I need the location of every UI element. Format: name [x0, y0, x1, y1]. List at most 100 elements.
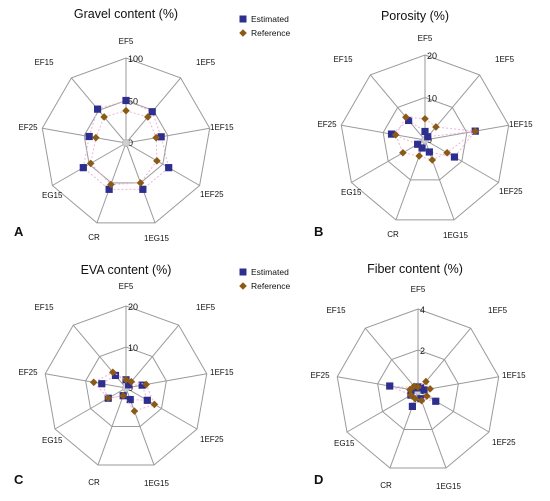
data-point-reference [92, 133, 100, 142]
axis-label-ef5: EF5 [418, 34, 433, 43]
data-point-reference [407, 391, 415, 399]
tick-label: 100 [128, 54, 143, 64]
grid-outer-ring [336, 308, 500, 469]
data-point-reference [399, 148, 407, 157]
legend: Estimated Reference [239, 267, 290, 291]
tick-label: 20 [128, 302, 138, 312]
spoke-1ef5 [125, 324, 180, 389]
data-point-reference [119, 391, 127, 400]
data-point-reference [391, 131, 400, 139]
data-point-estimated [105, 185, 113, 193]
tick-label: 50 [128, 97, 138, 107]
spoke-eg15 [346, 390, 419, 433]
data-point-estimated [432, 397, 440, 405]
spoke-ef15 [369, 74, 426, 141]
data-point-estimated [425, 148, 433, 156]
axis-label-eg15: EG15 [334, 439, 355, 448]
axis-label-1ef15: 1EF15 [502, 371, 526, 380]
data-point-reference [443, 148, 451, 157]
spoke-ef25 [45, 373, 127, 389]
data-point-reference [142, 380, 150, 389]
legend-marker-estimated [239, 15, 247, 23]
data-point-reference [109, 368, 117, 377]
axis-label-1eg15: 1EG15 [144, 234, 169, 243]
axis-label-ef25: EF25 [18, 368, 38, 377]
radar-panel-b: Porosity (%) EF5 1EF5 1EF15 1EF25 1EG15 CR EG15… [314, 9, 533, 240]
spoke-1ef25 [125, 387, 198, 430]
axis-label-ef25: EF25 [310, 371, 330, 380]
spoke-ef25 [42, 127, 127, 144]
axis-label-eg15: EG15 [42, 436, 63, 445]
axis-label-ef5: EF5 [119, 37, 134, 46]
axis-label-ef5: EF5 [411, 285, 426, 294]
data-point-estimated [85, 132, 93, 141]
axis-label-1ef15: 1EF15 [509, 120, 533, 129]
tick-label: 0 [128, 138, 133, 148]
data-point-reference [152, 133, 160, 142]
axis-label-eg15: EG15 [341, 188, 362, 197]
axis-label-1ef5: 1EF5 [196, 303, 216, 312]
series-line-estimated [82, 99, 170, 190]
axis-label-cr: CR [380, 481, 392, 490]
data-point-reference [421, 114, 429, 123]
spoke-1ef15 [125, 127, 210, 144]
legend-label-reference: Reference [251, 281, 290, 291]
axis-label-1ef25: 1EF25 [499, 187, 523, 196]
spoke-ef15 [364, 327, 419, 392]
data-point-estimated [418, 144, 426, 152]
data-point-reference [136, 179, 145, 187]
spoke-1ef25 [424, 139, 499, 183]
data-point-reference [402, 113, 410, 122]
panel-title: Gravel content (%) [74, 7, 178, 21]
axis-label-1ef25: 1EF25 [492, 438, 516, 447]
data-point-reference [122, 106, 130, 115]
data-point-reference [410, 382, 418, 391]
data-point-estimated [420, 386, 428, 394]
spoke-cr [97, 387, 127, 466]
data-point-reference [104, 394, 113, 403]
axis-label-1ef25: 1EF25 [200, 190, 224, 199]
data-point-estimated [408, 402, 416, 411]
axis-label-ef15: EF15 [326, 306, 346, 315]
data-point-reference [153, 157, 161, 165]
axis-label-1ef5: 1EF5 [488, 306, 508, 315]
axis-label-1eg15: 1EG15 [436, 482, 461, 491]
center-marker [122, 139, 130, 147]
data-point-reference [130, 407, 139, 415]
legend-label-estimated: Estimated [251, 267, 289, 277]
radar-panel-a: Gravel content (%) EF5 1EF5 1EF15 1EF25 1EG15… [14, 7, 290, 243]
spoke-eg15 [351, 139, 426, 183]
data-point-reference [127, 377, 136, 386]
data-point-estimated [111, 371, 120, 380]
series-line-reference [90, 110, 158, 186]
series-line-reference [92, 371, 156, 412]
data-point-reference [471, 127, 480, 135]
panel-letter: B [314, 224, 323, 239]
data-point-estimated [98, 380, 106, 388]
spoke-1ef5 [424, 74, 481, 141]
legend: Estimated Reference [239, 14, 290, 38]
data-point-reference [150, 400, 159, 409]
axis-label-ef15: EF15 [333, 55, 353, 64]
legend-label-estimated: Estimated [251, 14, 289, 24]
data-point-reference [107, 180, 115, 189]
panel-title: Porosity (%) [381, 9, 449, 23]
axis-label-1ef5: 1EF5 [495, 55, 515, 64]
data-point-reference [423, 392, 431, 400]
legend-label-reference: Reference [251, 28, 290, 38]
grid-mid-ring [85, 346, 167, 428]
axis-label-eg15: EG15 [42, 191, 63, 200]
data-point-estimated [157, 133, 165, 141]
data-point-estimated [386, 382, 394, 390]
spoke-1ef25 [417, 390, 490, 433]
data-point-estimated [387, 130, 396, 138]
data-point-reference [432, 123, 440, 131]
spoke-ef25 [341, 124, 426, 141]
panel-letter: D [314, 472, 323, 487]
tick-label: 20 [427, 51, 437, 61]
axis-label-1ef25: 1EF25 [200, 435, 224, 444]
data-point-estimated [421, 127, 429, 136]
axis-label-cr: CR [387, 230, 399, 239]
data-point-reference [426, 385, 434, 393]
